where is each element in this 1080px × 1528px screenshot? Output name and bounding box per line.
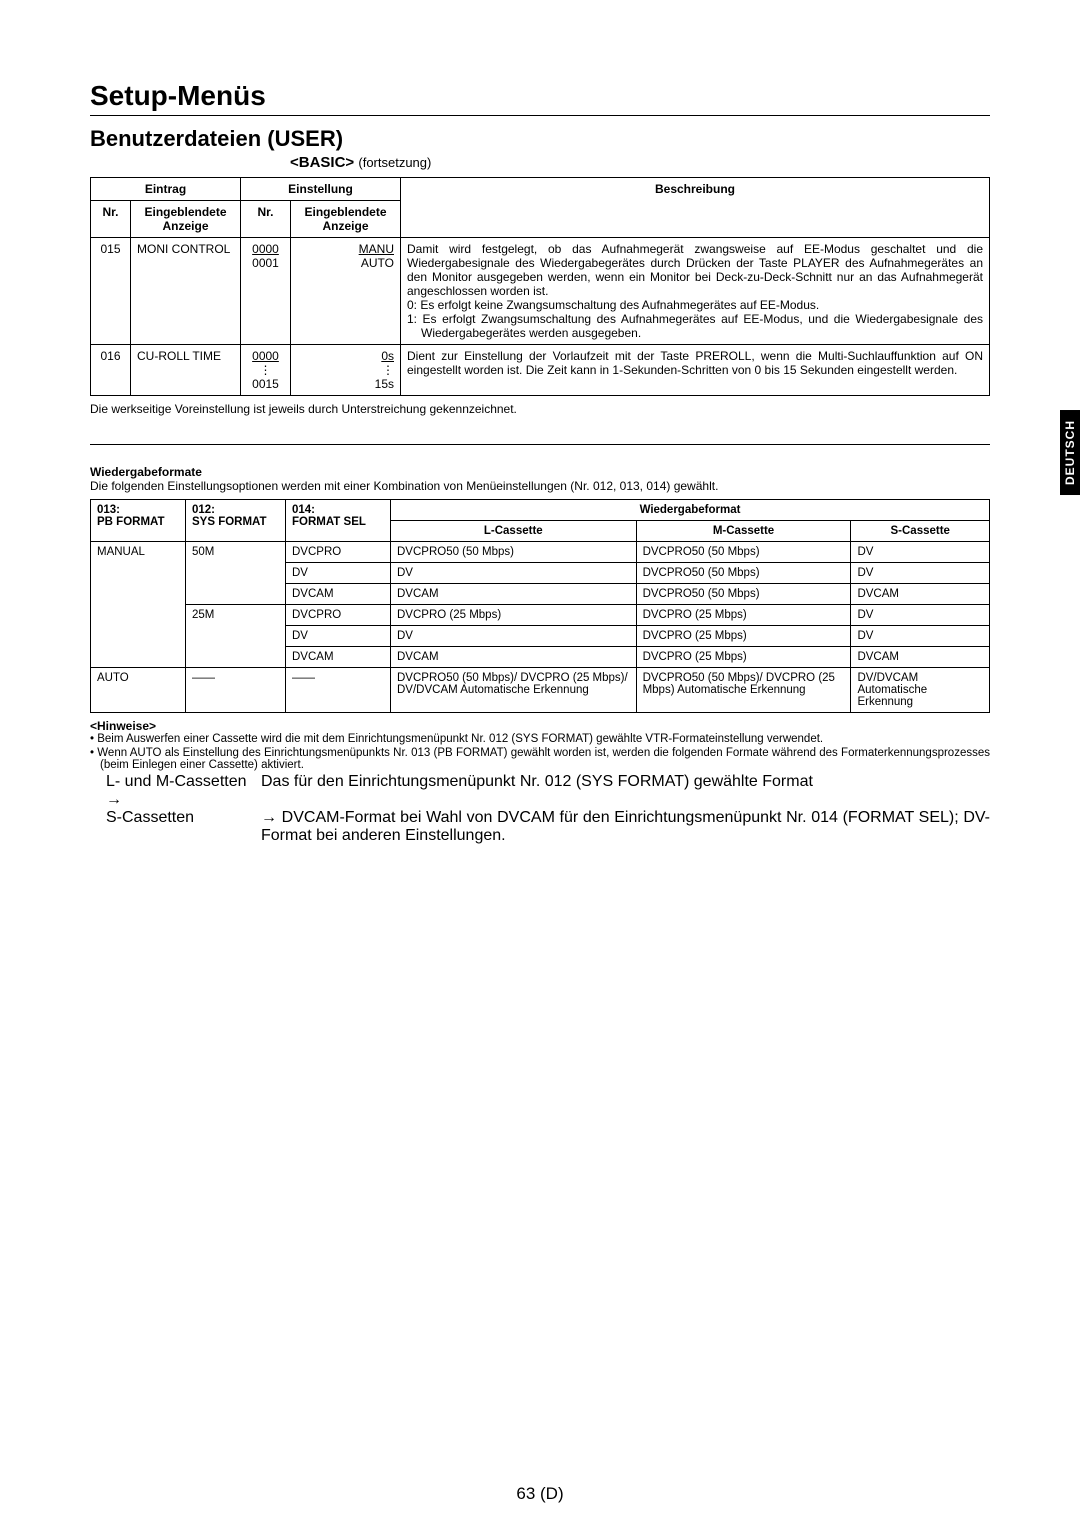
- formats-intro: Die folgenden Einstellungsoptionen werde…: [90, 479, 990, 493]
- hinweise-sub-s: S-Cassetten → DVCAM-Format bei Wahl von …: [90, 809, 990, 845]
- table-row: 015 MONI CONTROL 0000 0001 MANU AUTO Dam…: [91, 238, 990, 345]
- cell-disp: MONI CONTROL: [131, 238, 241, 345]
- cell-nr: 015: [91, 238, 131, 345]
- th-disp1: Eingeblendete Anzeige: [131, 201, 241, 238]
- th-012: 012:SYS FORMAT: [186, 500, 286, 542]
- basic-tag: <BASIC>: [290, 154, 354, 171]
- th-eintrag: Eintrag: [91, 178, 241, 201]
- th-014: 014:FORMAT SEL: [286, 500, 391, 542]
- cell-desc: Damit wird festgelegt, ob das Aufnahmege…: [401, 238, 990, 345]
- main-settings-table: Eintrag Einstellung Beschreibung Nr. Ein…: [90, 177, 990, 396]
- table-row: 25M DVCPRO DVCPRO (25 Mbps) DVCPRO (25 M…: [91, 605, 990, 626]
- basic-suffix: (fortsetzung): [358, 155, 431, 170]
- table-row: MANUAL 50M DVCPRO DVCPRO50 (50 Mbps) DVC…: [91, 542, 990, 563]
- table-row: 016 CU-ROLL TIME 0000 ⋮ 0015 0s ⋮ 15s Di…: [91, 345, 990, 396]
- cell-nr: 016: [91, 345, 131, 396]
- th-beschreibung: Beschreibung: [401, 178, 990, 238]
- page-title: Setup-Menüs: [90, 80, 990, 116]
- th-013: 013:PB FORMAT: [91, 500, 186, 542]
- th-einstellung: Einstellung: [241, 178, 401, 201]
- hinweise-list: • Beim Auswerfen einer Cassette wird die…: [90, 733, 990, 771]
- cell-setdisp: 0s ⋮ 15s: [291, 345, 401, 396]
- th-wf: Wiedergabeformat: [391, 500, 990, 521]
- footnote-text: Die werkseitige Voreinstellung ist jewei…: [90, 402, 990, 445]
- th-mcass: M-Cassette: [636, 521, 851, 542]
- cell-setnr: 0000 ⋮ 0015: [241, 345, 291, 396]
- hinweise-heading: <Hinweise>: [90, 719, 990, 733]
- page-number: 63 (D): [516, 1484, 563, 1504]
- formats-table: 013:PB FORMAT 012:SYS FORMAT 014:FORMAT …: [90, 499, 990, 713]
- th-lcass: L-Cassette: [391, 521, 637, 542]
- cell-disp: CU-ROLL TIME: [131, 345, 241, 396]
- th-disp2: Eingeblendete Anzeige: [291, 201, 401, 238]
- cell-desc: Dient zur Einstellung der Vorlaufzeit mi…: [401, 345, 990, 396]
- language-tab: DEUTSCH: [1060, 410, 1080, 495]
- cell-setnr: 0000 0001: [241, 238, 291, 345]
- list-item: • Beim Auswerfen einer Cassette wird die…: [90, 733, 990, 745]
- table-row: AUTO —— —— DVCPRO50 (50 Mbps)/ DVCPRO (2…: [91, 668, 990, 713]
- th-scass: S-Cassette: [851, 521, 990, 542]
- th-nr2: Nr.: [241, 201, 291, 238]
- basic-heading: <BASIC> (fortsetzung): [290, 154, 990, 171]
- th-nr1: Nr.: [91, 201, 131, 238]
- page-subtitle: Benutzerdateien (USER): [90, 126, 990, 152]
- hinweise-sub-lm: L- und M-Cassetten → Das für den Einrich…: [90, 773, 990, 809]
- formats-heading: Wiedergabeformate: [90, 465, 990, 479]
- list-item: • Wenn AUTO als Einstellung des Einricht…: [90, 747, 990, 771]
- cell-setdisp: MANU AUTO: [291, 238, 401, 345]
